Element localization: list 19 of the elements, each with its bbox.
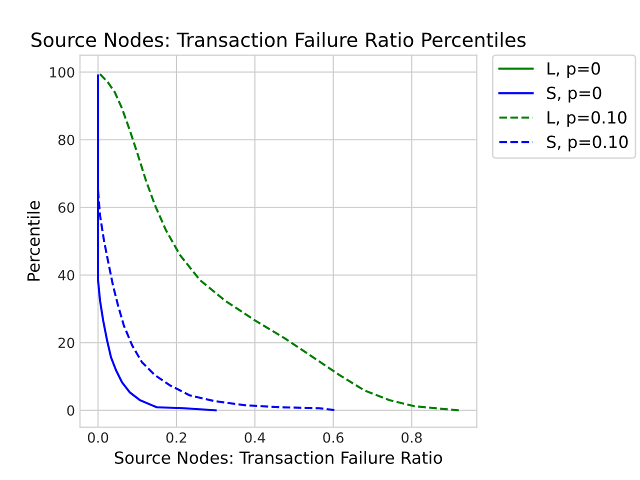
y-tick-label: 40 bbox=[58, 270, 74, 280]
legend-label: L, p=0 bbox=[548, 62, 600, 78]
y-tick-label: 60 bbox=[58, 202, 74, 213]
line-series bbox=[98, 73, 460, 412]
x-tick-label: 0.4 bbox=[244, 432, 266, 443]
y-tick-label: 100 bbox=[50, 67, 74, 78]
legend-label: S, p=0.10 bbox=[547, 136, 628, 152]
chart-title: Source Nodes: Transaction Failure Ratio Percentiles bbox=[32, 32, 526, 48]
y-axis-title: Percentile bbox=[26, 200, 40, 281]
y-tick-label: 20 bbox=[58, 338, 74, 348]
x-tick-label: 0.8 bbox=[402, 432, 422, 443]
legend-label: S, p=0 bbox=[547, 86, 602, 102]
x-axis-title: Source Nodes: Transaction Failure Ratio bbox=[114, 451, 442, 464]
y-tick-label: 80 bbox=[58, 134, 74, 146]
y-tick-label: 0 bbox=[67, 405, 74, 416]
x-tick-label: 0.2 bbox=[166, 432, 186, 443]
x-tick-label: 0.0 bbox=[88, 432, 108, 443]
x-tick-label: 0.6 bbox=[323, 432, 344, 443]
legend-label: L, p=0.10 bbox=[548, 111, 626, 127]
